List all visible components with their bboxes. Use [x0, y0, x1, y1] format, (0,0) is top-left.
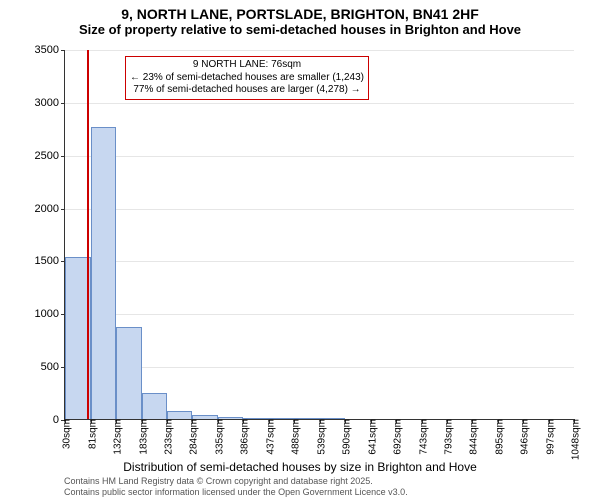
x-tick-label: 793sqm — [439, 419, 454, 455]
grid-line — [65, 314, 574, 315]
x-tick-label: 488sqm — [287, 419, 302, 455]
annotation-box: 9 NORTH LANE: 76sqm← 23% of semi-detache… — [125, 56, 369, 100]
annotation-line: 9 NORTH LANE: 76sqm — [130, 59, 364, 72]
x-tick-label: 30sqm — [58, 419, 73, 449]
histogram-bar — [167, 411, 193, 419]
x-tick-label: 539sqm — [312, 419, 327, 455]
x-tick-label: 743sqm — [414, 419, 429, 455]
x-tick-label: 386sqm — [236, 419, 251, 455]
x-tick-label: 946sqm — [516, 419, 531, 455]
x-tick-label: 590sqm — [338, 419, 353, 455]
footer-line-2: Contains public sector information licen… — [64, 487, 408, 498]
x-tick-label: 284sqm — [185, 419, 200, 455]
histogram-bar — [116, 327, 142, 419]
y-tick-label: 500 — [41, 361, 65, 373]
x-tick-label: 183sqm — [134, 419, 149, 455]
annotation-line: ← 23% of semi-detached houses are smalle… — [130, 72, 364, 85]
x-tick-label: 335sqm — [210, 419, 225, 455]
property-marker-line — [87, 50, 89, 419]
grid-line — [65, 156, 574, 157]
footer-line-1: Contains HM Land Registry data © Crown c… — [64, 476, 408, 487]
x-tick-label: 641sqm — [363, 419, 378, 455]
grid-line — [65, 209, 574, 210]
histogram-bar — [142, 393, 168, 419]
chart-title-block: 9, NORTH LANE, PORTSLADE, BRIGHTON, BN41… — [0, 0, 600, 37]
x-tick-label: 692sqm — [389, 419, 404, 455]
y-tick-label: 1000 — [35, 308, 65, 320]
chart-title: 9, NORTH LANE, PORTSLADE, BRIGHTON, BN41… — [0, 6, 600, 22]
x-tick-label: 81sqm — [83, 419, 98, 449]
x-tick-label: 895sqm — [490, 419, 505, 455]
footer-attribution: Contains HM Land Registry data © Crown c… — [64, 476, 408, 498]
y-tick-label: 1500 — [35, 255, 65, 267]
x-tick-label: 997sqm — [541, 419, 556, 455]
chart-area: 05001000150020002500300035009 NORTH LANE… — [64, 50, 574, 420]
y-tick-label: 3500 — [35, 44, 65, 56]
annotation-line: 77% of semi-detached houses are larger (… — [130, 84, 364, 97]
y-tick-label: 2500 — [35, 150, 65, 162]
x-tick-label: 1048sqm — [567, 419, 582, 460]
grid-line — [65, 50, 574, 51]
histogram-bar — [91, 127, 117, 419]
chart-subtitle: Size of property relative to semi-detach… — [0, 22, 600, 37]
x-axis-label: Distribution of semi-detached houses by … — [0, 460, 600, 474]
x-tick-label: 844sqm — [465, 419, 480, 455]
plot-region: 05001000150020002500300035009 NORTH LANE… — [64, 50, 574, 420]
grid-line — [65, 103, 574, 104]
x-tick-label: 233sqm — [159, 419, 174, 455]
grid-line — [65, 261, 574, 262]
x-tick-label: 437sqm — [261, 419, 276, 455]
y-tick-label: 3000 — [35, 97, 65, 109]
x-tick-label: 132sqm — [109, 419, 124, 455]
y-tick-label: 2000 — [35, 203, 65, 215]
